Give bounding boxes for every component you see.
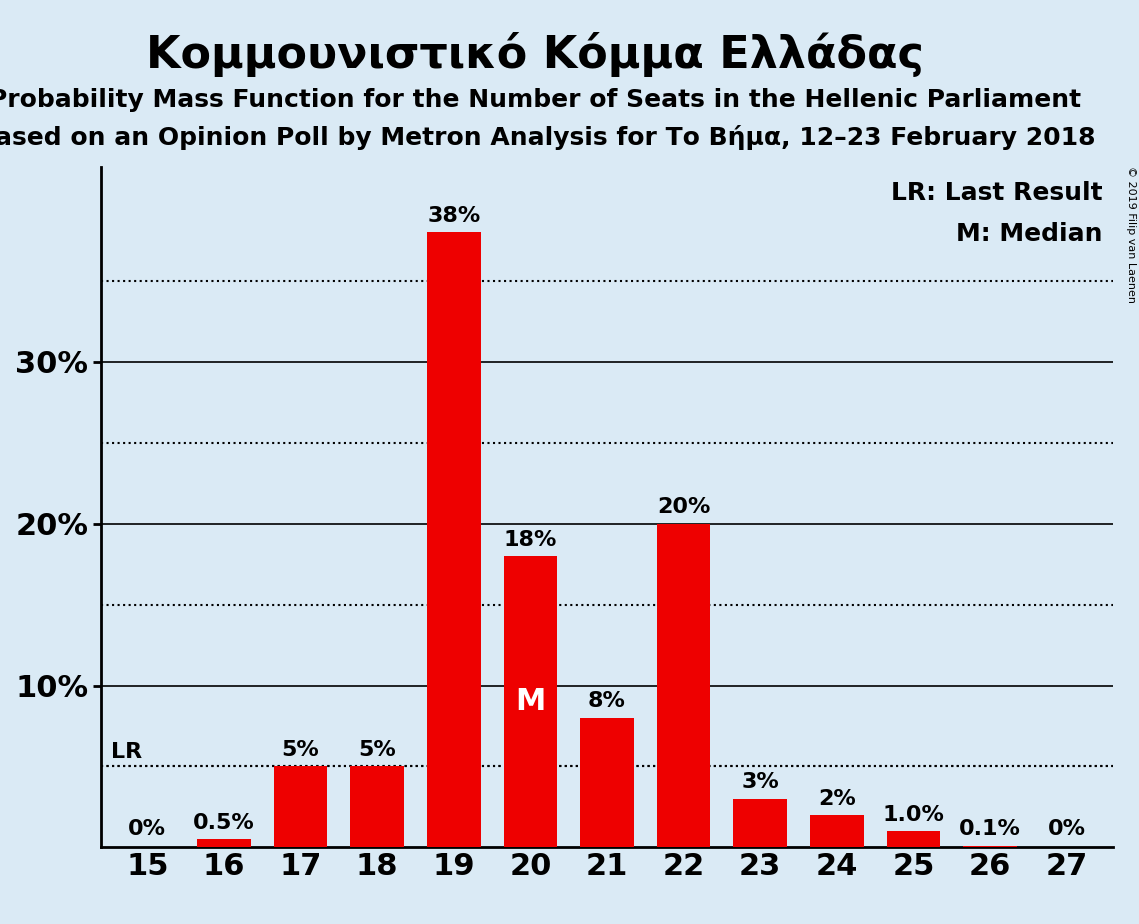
Bar xyxy=(503,556,557,847)
Text: 8%: 8% xyxy=(588,691,626,711)
Bar xyxy=(427,232,481,847)
Bar xyxy=(273,767,327,847)
Text: 5%: 5% xyxy=(281,740,319,760)
Bar xyxy=(580,718,633,847)
Text: 20%: 20% xyxy=(657,497,711,517)
Text: LR: Last Result: LR: Last Result xyxy=(891,181,1103,205)
Bar xyxy=(886,832,940,847)
Text: 5%: 5% xyxy=(359,740,396,760)
Text: 1.0%: 1.0% xyxy=(883,805,944,825)
Bar xyxy=(810,815,863,847)
Text: 0%: 0% xyxy=(1048,820,1085,839)
Text: LR: LR xyxy=(112,742,142,761)
Text: 0%: 0% xyxy=(129,820,166,839)
Bar xyxy=(734,799,787,847)
Bar xyxy=(197,839,251,847)
Text: Κομμουνιστικό Κόμμα Ελλάδας: Κομμουνιστικό Κόμμα Ελλάδας xyxy=(147,32,924,78)
Text: 38%: 38% xyxy=(427,206,481,225)
Bar xyxy=(657,524,711,847)
Text: 0.1%: 0.1% xyxy=(959,820,1021,839)
Text: 0.5%: 0.5% xyxy=(192,813,255,833)
Text: Based on an Opinion Poll by Metron Analysis for Τo Βήμα, 12–23 February 2018: Based on an Opinion Poll by Metron Analy… xyxy=(0,125,1095,150)
Text: 2%: 2% xyxy=(818,788,855,808)
Bar xyxy=(351,767,404,847)
Text: 18%: 18% xyxy=(503,529,557,550)
Text: © 2019 Filip van Laenen: © 2019 Filip van Laenen xyxy=(1126,166,1136,303)
Text: M: M xyxy=(515,687,546,716)
Bar xyxy=(964,845,1017,847)
Text: Probability Mass Function for the Number of Seats in the Hellenic Parliament: Probability Mass Function for the Number… xyxy=(0,88,1081,112)
Text: M: Median: M: Median xyxy=(956,222,1103,246)
Text: 3%: 3% xyxy=(741,772,779,793)
